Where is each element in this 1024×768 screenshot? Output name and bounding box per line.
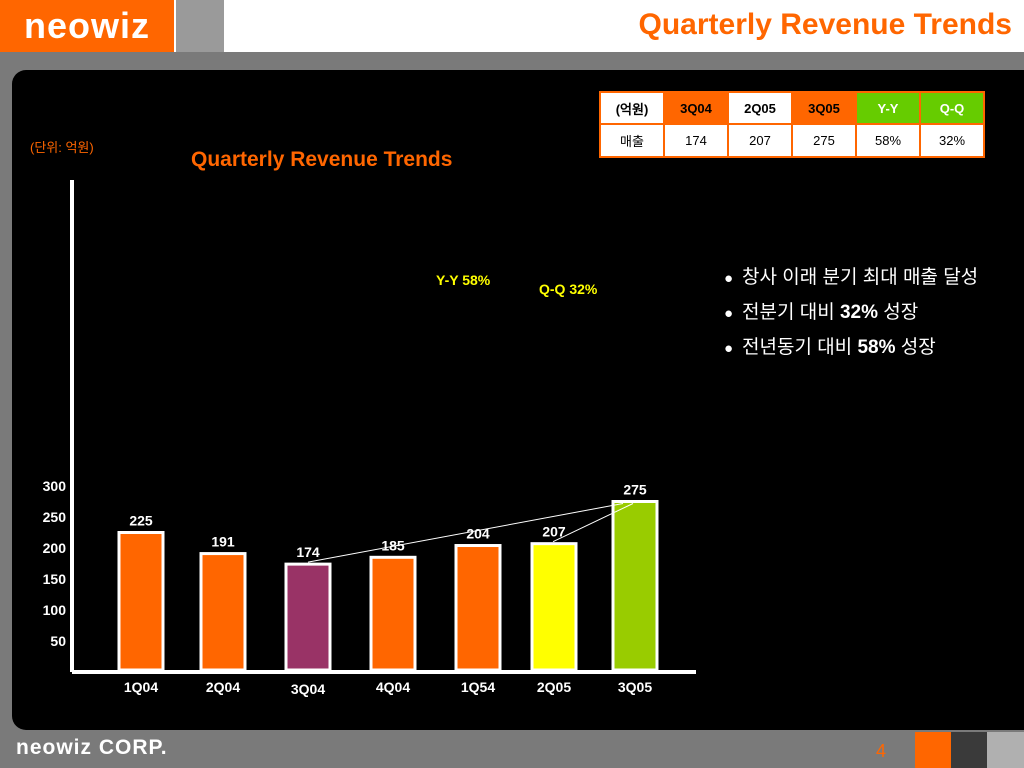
- x-tick-label: 1Q54: [461, 679, 495, 695]
- x-tick-label: 3Q04: [291, 681, 325, 697]
- neowiz-logo: neowiz: [23, 5, 150, 46]
- bullet-text: 창사 이래 분기 최대 매출 달성: [742, 267, 979, 288]
- table-cell-3q04: 174: [663, 123, 729, 158]
- x-tick-label: 3Q05: [618, 679, 652, 695]
- table-header-2q05: 2Q05: [727, 91, 793, 125]
- x-tick-label: 1Q04: [124, 679, 158, 695]
- bar-value-label: 191: [211, 534, 235, 550]
- unit-label: (단위: 억원): [30, 140, 94, 155]
- bar-value-label: 204: [466, 526, 490, 542]
- qq-annotation: Q-Q 32%: [539, 281, 598, 297]
- bullet-dot-icon: ●: [724, 305, 734, 322]
- bullet-dot-icon: ●: [724, 270, 734, 287]
- footer-orange-block: [915, 732, 951, 768]
- table-cell-2q05: 207: [727, 123, 793, 158]
- slide-title: Quarterly Revenue Trends: [638, 8, 1012, 41]
- table-cell-3q05: 275: [791, 123, 857, 158]
- table-header-3q05: 3Q05: [791, 91, 857, 125]
- table-cell-qq: 32%: [919, 123, 985, 158]
- page-number: 4: [876, 741, 887, 761]
- bar: [199, 552, 247, 672]
- logo-background: neowiz: [0, 0, 174, 52]
- yy-annotation: Y-Y 58%: [436, 272, 491, 288]
- table-header-yy: Y-Y: [855, 91, 921, 125]
- y-tick-label: 50: [50, 633, 66, 649]
- x-tick-label: 2Q04: [206, 679, 240, 695]
- bar: [530, 542, 578, 672]
- bullet-text: 전년동기 대비 58% 성장: [742, 337, 936, 358]
- table-header-unit: (억원): [599, 91, 665, 125]
- y-tick-label: 150: [43, 571, 67, 587]
- bar: [611, 500, 659, 672]
- bullet-item: ● 창사 이래 분기 최대 매출 달성: [724, 266, 1009, 291]
- table-cell-yy: 58%: [855, 123, 921, 158]
- summary-table: (억원) 3Q04 2Q05 3Q05 Y-Y Q-Q 매출 174 207 2…: [599, 91, 985, 158]
- yy-connector-line: [307, 503, 624, 563]
- summary-table-data-row: 매출 174 207 275 58% 32%: [599, 123, 985, 158]
- bar-value-label: 185: [381, 537, 405, 553]
- header-bar: neowiz Quarterly Revenue Trends: [0, 0, 1024, 52]
- y-tick-label: 300: [43, 478, 67, 494]
- summary-table-header-row: (억원) 3Q04 2Q05 3Q05 Y-Y Q-Q: [599, 91, 985, 125]
- table-cell-label: 매출: [599, 123, 665, 158]
- bullet-dot-icon: ●: [724, 340, 734, 357]
- x-tick-label: 2Q05: [537, 679, 571, 695]
- chart-title: Quarterly Revenue Trends: [191, 148, 453, 171]
- table-header-qq: Q-Q: [919, 91, 985, 125]
- header-gray-block: [176, 0, 224, 52]
- bar-value-label: 174: [296, 544, 320, 560]
- y-tick-label: 100: [43, 602, 67, 618]
- bar-value-label: 207: [542, 524, 566, 540]
- footer-logo: neowiz CORP.: [16, 736, 168, 759]
- content-panel: [12, 70, 1024, 730]
- footer-light-block: [987, 732, 1024, 768]
- bar: [117, 531, 165, 672]
- bullet-item: ● 전분기 대비 32% 성장: [724, 301, 1009, 326]
- footer-dark-block: [951, 732, 987, 768]
- bullet-list: ● 창사 이래 분기 최대 매출 달성 ● 전분기 대비 32% 성장 ● 전년…: [724, 266, 1009, 371]
- bar-value-label: 275: [623, 482, 647, 498]
- y-tick-label: 250: [43, 509, 67, 525]
- qq-connector-line: [552, 503, 634, 543]
- bar-value-label: 225: [129, 513, 153, 529]
- table-header-3q04: 3Q04: [663, 91, 729, 125]
- bullet-item: ● 전년동기 대비 58% 성장: [724, 336, 1009, 361]
- bar: [454, 544, 502, 672]
- bullet-text: 전분기 대비 32% 성장: [742, 302, 919, 323]
- bar: [369, 555, 417, 672]
- bar: [284, 562, 332, 672]
- x-tick-label: 4Q04: [376, 679, 410, 695]
- y-tick-label: 200: [43, 540, 67, 556]
